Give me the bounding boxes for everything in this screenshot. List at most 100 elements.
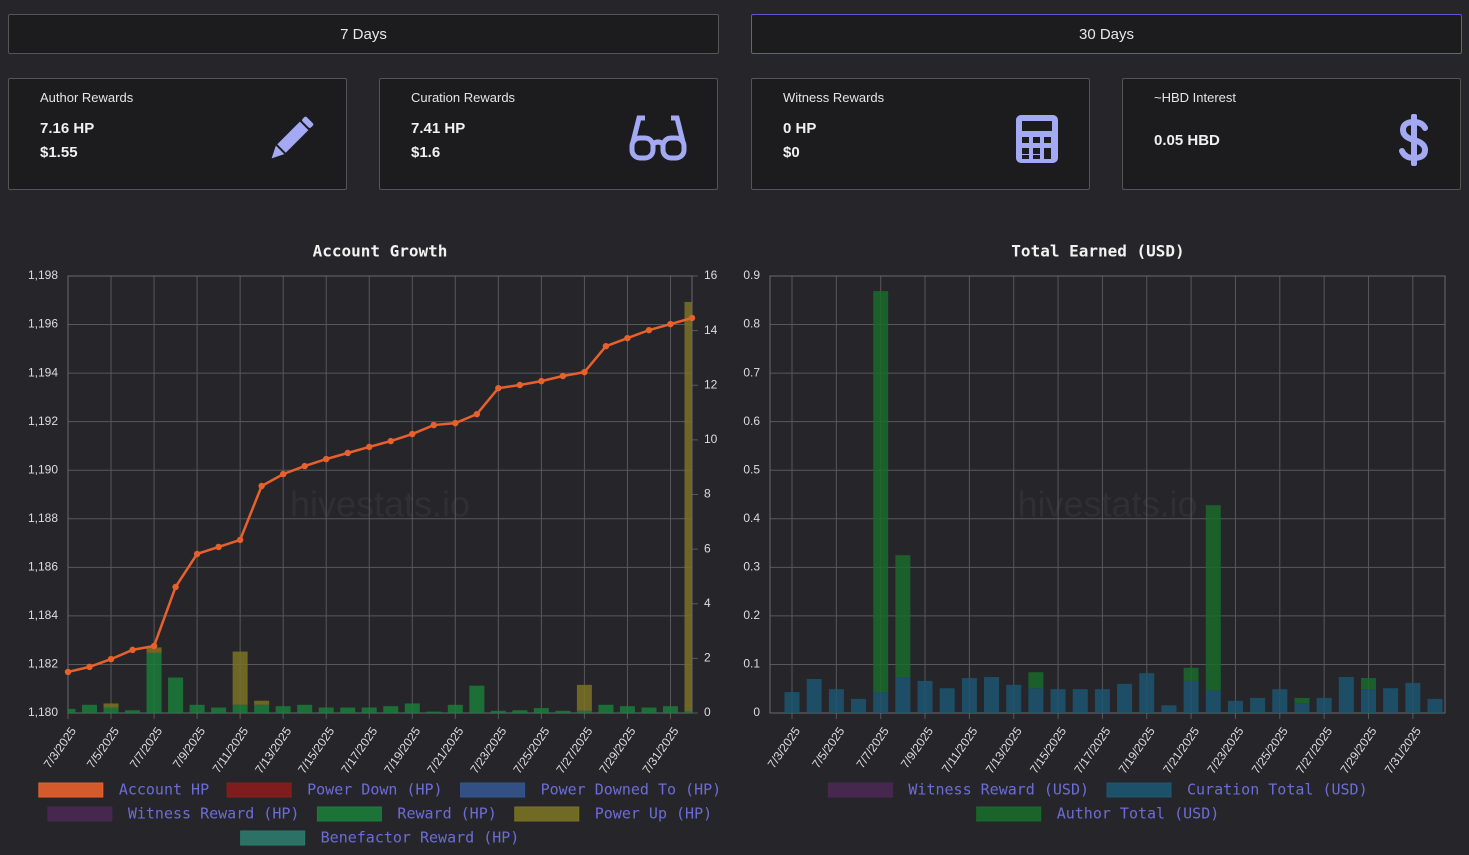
bar xyxy=(662,706,678,713)
point xyxy=(645,326,653,334)
x-tick-label: 7/15/2025 xyxy=(295,724,337,776)
x-tick-label: 7/17/2025 xyxy=(1071,724,1113,776)
card-value: 0 HP xyxy=(783,120,817,137)
legend-swatch xyxy=(1106,782,1172,798)
bar xyxy=(232,704,248,713)
x-tick-label: 7/9/2025 xyxy=(170,724,208,771)
legend-swatch xyxy=(460,782,526,798)
point xyxy=(473,410,481,418)
bar xyxy=(1294,697,1310,704)
x-tick-label: 7/17/2025 xyxy=(338,724,380,776)
point xyxy=(430,421,437,429)
x-tick-label: 7/31/2025 xyxy=(1382,724,1424,776)
x-tick-label: 7/25/2025 xyxy=(510,724,552,776)
bar xyxy=(426,711,442,713)
point xyxy=(516,381,524,389)
y-tick-label: 0.1 xyxy=(743,657,760,671)
range-button[interactable]: 7 Days xyxy=(8,14,719,54)
stat-card: ~HBD Interest 0.05 HBD xyxy=(1122,78,1461,190)
plot-layer xyxy=(68,301,692,713)
bar xyxy=(232,651,248,705)
x-tick-label: 7/5/2025 xyxy=(84,724,122,771)
point xyxy=(323,455,330,463)
pencil-icon xyxy=(271,116,314,159)
range-button[interactable]: 30 Days xyxy=(751,14,1462,54)
x-tick-label: 7/21/2025 xyxy=(424,724,466,776)
point xyxy=(236,536,244,544)
glasses-icon xyxy=(629,115,687,161)
x-tick-label: 7/13/2025 xyxy=(252,724,294,776)
x-tick-label: 7/31/2025 xyxy=(639,724,681,776)
x-tick-label: 7/23/2025 xyxy=(1204,724,1246,776)
y-tick-label: 0.8 xyxy=(743,317,760,331)
plot-layer xyxy=(784,291,1443,713)
bar xyxy=(189,704,205,713)
x-tick-label: 7/13/2025 xyxy=(983,724,1025,776)
bar xyxy=(404,703,420,713)
y2-tick-label: 6 xyxy=(704,541,711,555)
bar xyxy=(533,708,549,713)
y-tick-label: 0 xyxy=(753,705,760,719)
y2-tick-label: 2 xyxy=(704,651,711,665)
card-title: Curation Rewards xyxy=(411,90,516,105)
x-tick-label: 7/3/2025 xyxy=(765,724,803,771)
bar xyxy=(490,710,506,713)
point xyxy=(129,646,136,654)
x-tick-label: 7/27/2025 xyxy=(553,724,595,776)
x-tick-label: 7/27/2025 xyxy=(1293,724,1335,776)
bar xyxy=(68,708,76,713)
y-tick-label: 0.9 xyxy=(743,268,760,282)
watermark: hivestats.io xyxy=(1017,484,1197,525)
bar xyxy=(873,291,889,693)
bar xyxy=(1161,705,1177,713)
bar xyxy=(361,707,377,713)
bar xyxy=(275,706,291,713)
calculator-icon xyxy=(1016,115,1058,163)
bar xyxy=(211,707,227,713)
legend-swatch xyxy=(226,782,292,798)
bar xyxy=(254,700,270,705)
legend-swatch xyxy=(240,830,306,846)
x-tick-label: 7/19/2025 xyxy=(381,724,423,776)
point xyxy=(602,342,610,350)
bar xyxy=(895,555,911,678)
point xyxy=(581,368,588,376)
bar xyxy=(512,710,528,713)
bar xyxy=(1360,689,1376,713)
y2-tick-label: 14 xyxy=(704,323,718,337)
chart-title: Account Growth xyxy=(313,242,448,261)
point xyxy=(366,443,373,451)
y2-tick-label: 8 xyxy=(704,487,711,501)
card-value: $0 xyxy=(783,144,800,161)
point xyxy=(150,642,158,650)
bar xyxy=(939,688,955,713)
bar xyxy=(297,704,313,713)
bar xyxy=(1205,690,1221,713)
point xyxy=(495,384,502,392)
point xyxy=(193,550,201,558)
x-tick-label: 7/15/2025 xyxy=(1027,724,1069,776)
bar xyxy=(1272,689,1288,713)
bar xyxy=(1250,697,1266,713)
legend-label: Power Up (HP) xyxy=(595,805,712,823)
bar xyxy=(641,707,657,713)
bar xyxy=(168,677,184,713)
bar xyxy=(961,678,977,713)
bar xyxy=(684,301,692,712)
bar xyxy=(1205,505,1221,691)
card-title: ~HBD Interest xyxy=(1154,90,1237,105)
point xyxy=(452,419,459,427)
point xyxy=(387,437,394,445)
point xyxy=(624,334,631,342)
legend-label: Benefactor Reward (HP) xyxy=(321,829,520,847)
card-title: Author Rewards xyxy=(40,90,134,105)
card-value: 0.05 HBD xyxy=(1154,132,1220,149)
bar xyxy=(873,692,889,713)
x-tick-label: 7/5/2025 xyxy=(809,724,847,771)
point xyxy=(107,655,115,663)
y-tick-label: 1,198 xyxy=(28,268,58,282)
point xyxy=(688,314,696,322)
bar xyxy=(1405,682,1421,713)
